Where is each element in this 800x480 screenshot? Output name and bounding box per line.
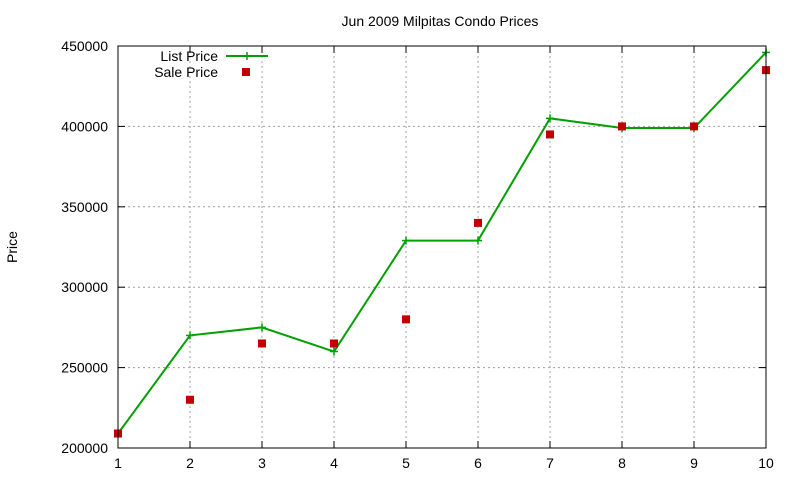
data-point <box>474 236 482 245</box>
x-tick-label: 8 <box>618 455 626 471</box>
data-point <box>402 315 410 324</box>
series-sale-price <box>114 66 770 438</box>
y-axis-label: Price <box>4 231 20 263</box>
data-point <box>690 122 698 131</box>
data-point <box>402 236 410 245</box>
series-list-price <box>114 48 770 438</box>
data-point <box>618 122 626 131</box>
x-tick-label: 7 <box>546 455 554 471</box>
y-tick-label: 400000 <box>61 118 108 134</box>
x-tick-label: 9 <box>690 455 698 471</box>
x-tick-label: 6 <box>474 455 482 471</box>
data-point <box>330 339 338 348</box>
x-tick-label: 1 <box>114 455 122 471</box>
y-tick-label: 350000 <box>61 199 108 215</box>
y-tick-label: 300000 <box>61 279 108 295</box>
legend-label: Sale Price <box>154 64 218 80</box>
data-point <box>258 323 266 332</box>
series-line <box>117 51 767 435</box>
data-point <box>330 347 338 356</box>
data-point <box>186 395 194 404</box>
data-point <box>546 114 554 123</box>
series-marks <box>114 48 770 438</box>
data-point <box>474 218 482 227</box>
y-tick-label: 450000 <box>61 38 108 54</box>
legend-label: List Price <box>160 48 218 64</box>
axis-ticks: 1 2 3 4 5 6 7 8 9 10 200000 250000 300000 350000 40000… <box>61 38 774 471</box>
data-point <box>258 339 266 348</box>
x-tick-label: 4 <box>330 455 338 471</box>
grid-lines <box>118 46 766 448</box>
y-tick-label: 200000 <box>61 440 108 456</box>
data-point <box>186 331 194 340</box>
x-tick-label: 10 <box>758 455 774 471</box>
x-tick-label: 5 <box>402 455 410 471</box>
data-point <box>546 130 554 139</box>
x-tick-label: 3 <box>258 455 266 471</box>
legend-swatch-marker <box>242 68 250 76</box>
legend-swatch-marker <box>243 52 251 60</box>
x-tick-label: 2 <box>186 455 194 471</box>
y-tick-label: 250000 <box>61 360 108 376</box>
chart-title: Jun 2009 Milpitas Condo Prices <box>342 13 539 29</box>
plot-frame <box>117 45 767 449</box>
